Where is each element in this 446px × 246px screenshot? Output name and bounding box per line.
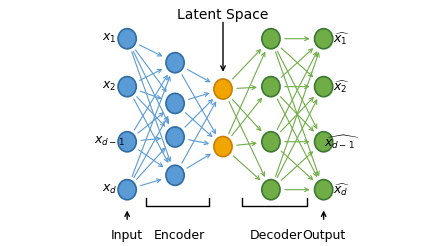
Ellipse shape	[214, 137, 232, 157]
Text: Encoder: Encoder	[154, 229, 206, 242]
Text: $x_{d-1}$: $x_{d-1}$	[94, 135, 124, 148]
Text: $\widehat{x_1}$: $\widehat{x_1}$	[333, 31, 350, 47]
Text: Output: Output	[302, 229, 345, 242]
Text: $x_d$: $x_d$	[102, 183, 117, 196]
Text: $\widehat{x_d}$: $\widehat{x_d}$	[333, 181, 350, 198]
Text: Input: Input	[111, 229, 143, 242]
Ellipse shape	[166, 165, 184, 185]
Ellipse shape	[166, 127, 184, 147]
Ellipse shape	[314, 29, 333, 49]
Text: $x_1$: $x_1$	[102, 32, 116, 45]
Text: $\widehat{x_2}$: $\widehat{x_2}$	[333, 78, 350, 95]
Ellipse shape	[118, 77, 136, 97]
Ellipse shape	[118, 180, 136, 200]
Ellipse shape	[262, 132, 280, 152]
Text: $x_2$: $x_2$	[102, 80, 116, 93]
Text: Latent Space: Latent Space	[178, 8, 268, 22]
Text: Decoder: Decoder	[249, 229, 302, 242]
Ellipse shape	[314, 77, 333, 97]
Text: $\widehat{x_{d-1}}$: $\widehat{x_{d-1}}$	[324, 133, 359, 151]
Ellipse shape	[314, 132, 333, 152]
Ellipse shape	[166, 53, 184, 73]
Ellipse shape	[262, 29, 280, 49]
Ellipse shape	[314, 180, 333, 200]
Ellipse shape	[262, 77, 280, 97]
Ellipse shape	[118, 29, 136, 49]
Ellipse shape	[214, 79, 232, 99]
Ellipse shape	[262, 180, 280, 200]
Ellipse shape	[118, 132, 136, 152]
Ellipse shape	[166, 93, 184, 113]
